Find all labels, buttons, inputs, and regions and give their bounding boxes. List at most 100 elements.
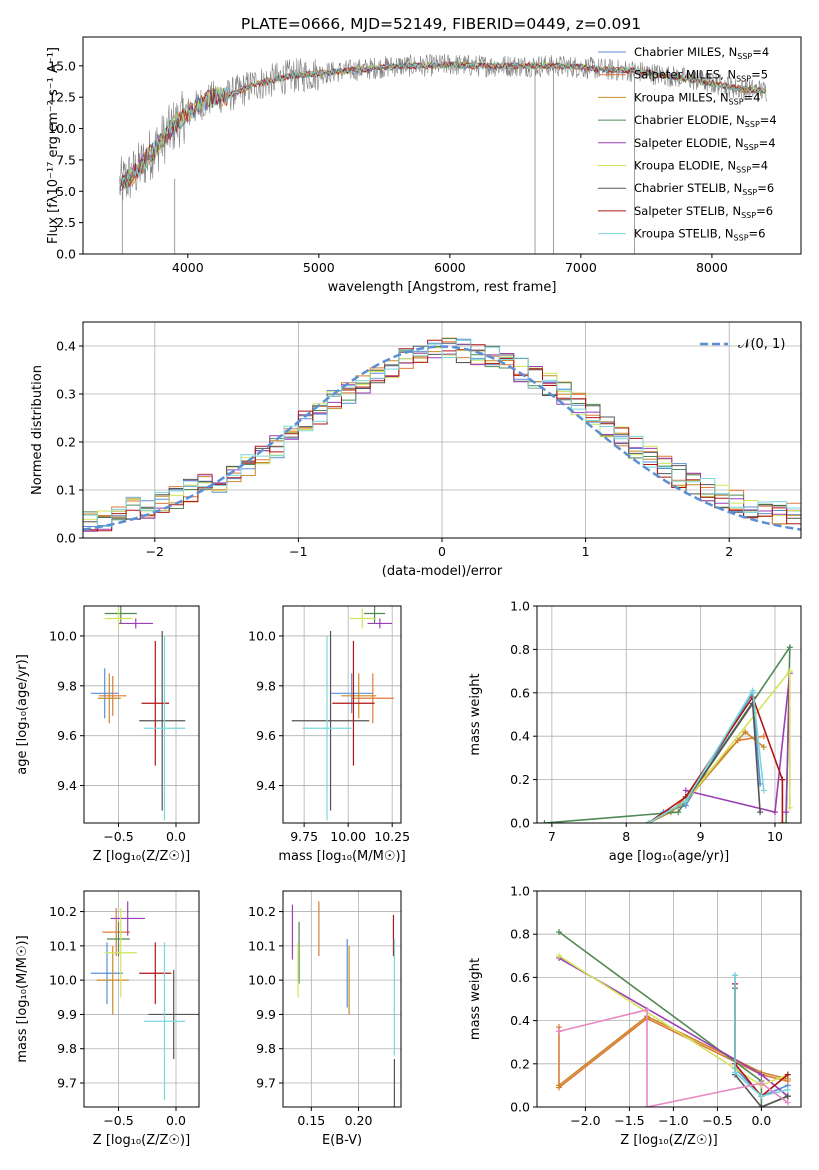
- x-tick-label: −1: [289, 544, 307, 559]
- plot-area: [119, 53, 768, 254]
- y-tick-label: 10.1: [49, 938, 77, 953]
- plot-area: [291, 901, 395, 1107]
- mass-weight-marker: [541, 820, 548, 823]
- y-tick-label: 9.9: [256, 1007, 276, 1022]
- figure-title: PLATE=0666, MJD=52149, FIBERID=0449, z=0…: [241, 15, 641, 33]
- plot-area: [90, 901, 199, 1101]
- x-tick-label: −2: [146, 544, 164, 559]
- mass-weight-marker: [645, 820, 652, 823]
- grid-lines: [283, 606, 401, 823]
- y-tick-label: 7.5: [56, 152, 76, 167]
- mass-weight-marker: [784, 1071, 791, 1078]
- x-tick-label: −0.5: [103, 829, 133, 844]
- x-tick-label: 9.75: [290, 829, 318, 844]
- mass-weight-series: [648, 695, 784, 823]
- y-tick-label: 9.6: [256, 728, 276, 743]
- x-tick-label: 0: [438, 544, 446, 559]
- y-tick-label: 10.0: [248, 973, 276, 988]
- x-tick-label: −0.5: [702, 1113, 732, 1128]
- panel-age_vs_Z: −0.5 0.0 9.4 9.6 9.8 10.0 Z [log₁₀(Z/Z☉)] age […: [15, 605, 200, 864]
- plot-area: [556, 929, 791, 1107]
- legend-entry: Salpeter STELIB, NSSP=6: [634, 204, 773, 220]
- mass-weight-series: [648, 730, 765, 823]
- legend-entry: Chabrier ELODIE, NSSP=4: [634, 113, 777, 129]
- x-tick-label: 7: [548, 829, 556, 844]
- y-tick-label: 0.1: [56, 483, 76, 498]
- x-tick-label: 8: [622, 829, 630, 844]
- x-axis-label: E(B-V): [322, 1133, 362, 1148]
- y-tick-label: 12.5: [48, 90, 76, 105]
- y-tick-label: 0.8: [510, 642, 530, 657]
- mass-weight-marker: [556, 1028, 562, 1035]
- mass-weight-marker: [556, 929, 562, 936]
- axes: −0.5 0.0 9.7 9.8 9.9 10.0 10.1 10.2 Z [log₁₀(Z/Z…: [15, 890, 200, 1148]
- y-axis-label: Flux [fλ10⁻¹⁷ erg cm⁻² s⁻¹ A⁻¹]: [46, 47, 61, 244]
- mass-weight-marker: [760, 787, 767, 794]
- panel-mass_vs_EBV: 0.15 0.20 9.7 9.8 9.9 10.0 10.1 10.2 E(B-V): [248, 890, 402, 1148]
- mass-weight-marker: [758, 1093, 765, 1100]
- axes: 4000 5000 6000 7000 8000 0.0 2.5 5.0 7.5 10.0 12.5…: [46, 36, 802, 295]
- x-tick-label: −0.5: [103, 1113, 133, 1128]
- legend-entry: Kroupa STELIB, NSSP=6: [634, 227, 765, 243]
- x-tick-label: 1: [582, 544, 590, 559]
- y-tick-label: 9.8: [256, 1041, 276, 1056]
- legend-entry: Chabrier MILES, NSSP=4: [634, 45, 769, 61]
- mass-weight-marker: [675, 809, 682, 816]
- mass-weight-marker: [783, 820, 790, 823]
- panel-spectrum: 4000 5000 6000 7000 8000 0.0 2.5 5.0 7.5 10.0 12.5…: [46, 36, 802, 295]
- x-tick-label: −1.0: [658, 1113, 688, 1128]
- mass-weight-marker: [760, 733, 767, 740]
- axes-frame: [282, 890, 402, 1108]
- x-axis-label: mass [log₁₀(M/M☉)]: [278, 849, 405, 864]
- mass-weight-series: [685, 673, 791, 814]
- axes-frame: [536, 890, 802, 1108]
- x-tick-label: 6000: [434, 260, 466, 275]
- y-tick-label: 0.6: [510, 685, 530, 700]
- x-tick-label: 10.25: [374, 829, 410, 844]
- x-tick-label: 0.20: [345, 1113, 373, 1128]
- y-tick-label: 10.0: [248, 628, 276, 643]
- x-tick-label: 8000: [696, 260, 728, 275]
- mass-weight-series: [544, 644, 791, 823]
- mass-weight-marker: [644, 1006, 650, 1013]
- y-axis-label: mass weight: [468, 958, 483, 1040]
- x-axis-label: (data-model)/error: [382, 564, 503, 579]
- axes-frame: [536, 605, 802, 824]
- panel-age_vs_mass: 9.75 10.00 10.25 9.4 9.6 9.8 10.0 mass [log₁₀(M…: [248, 605, 410, 864]
- y-tick-label: 0.2: [510, 772, 530, 787]
- mass-weight-marker: [749, 687, 756, 694]
- legend-entry: Kroupa MILES, NSSP=4: [634, 90, 760, 106]
- legend-entry: Salpeter MILES, NSSP=5: [634, 68, 768, 84]
- mass-weight-marker: [779, 820, 786, 823]
- x-tick-label: 0.15: [297, 1113, 325, 1128]
- mass-weight-marker: [771, 809, 778, 816]
- grid-lines: [283, 891, 401, 1107]
- plot-area: [541, 644, 793, 823]
- mass-weight-marker: [757, 809, 764, 816]
- y-tick-label: 9.4: [57, 778, 77, 793]
- mass-weight-marker: [758, 1104, 765, 1107]
- mass-weight-marker: [786, 804, 793, 811]
- y-tick-label: 1.0: [510, 884, 530, 899]
- y-tick-label: 9.6: [57, 728, 77, 743]
- axes-frame: [83, 890, 200, 1108]
- y-tick-label: 5.0: [56, 184, 76, 199]
- legend-entry: Kroupa ELODIE, NSSP=4: [634, 159, 768, 175]
- legend-entry: 𝒩(0, 1): [738, 337, 785, 352]
- plot-area: [83, 337, 801, 532]
- y-axis-label: mass [log₁₀(M/M☉)]: [15, 935, 30, 1062]
- mass-weight-marker: [758, 1071, 765, 1078]
- gaussian-curve: [83, 345, 801, 531]
- mass-weight-series: [558, 1008, 789, 1107]
- y-tick-label: 9.8: [256, 678, 276, 693]
- y-tick-label: 0.4: [510, 1013, 530, 1028]
- y-axis-label: Normed distribution: [30, 365, 45, 495]
- y-axis-label: age [log₁₀(age/yr)]: [15, 654, 30, 775]
- legend-entry: Chabrier STELIB, NSSP=6: [634, 181, 774, 197]
- x-tick-label: 9: [697, 829, 705, 844]
- x-tick-label: 2: [725, 544, 733, 559]
- mass-weight-marker: [732, 972, 738, 979]
- panel-residuals: −2 −1 0 1 2 0.0 0.1 0.2 0.3 0.4 (data-model)/error…: [30, 321, 802, 579]
- mass-weight-marker: [682, 798, 689, 805]
